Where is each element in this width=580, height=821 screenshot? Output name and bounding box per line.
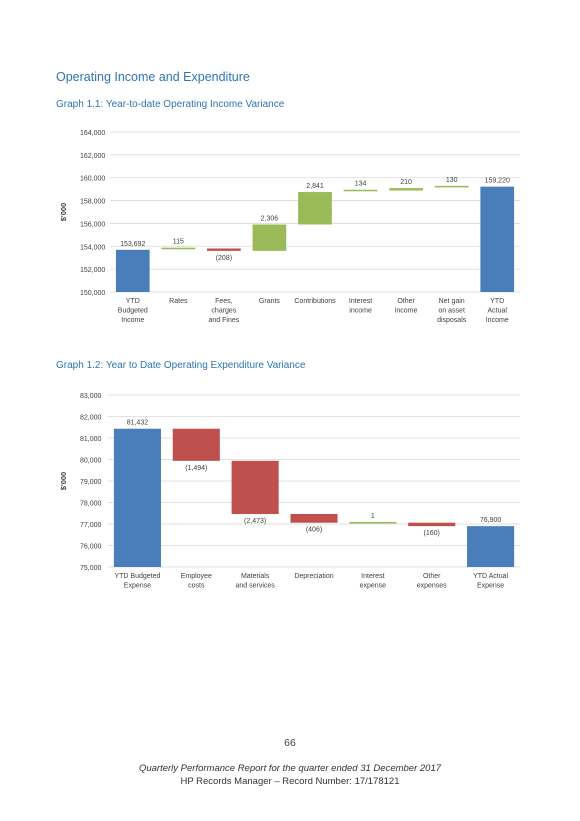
y-tick-label: 81,000 xyxy=(80,436,102,443)
x-tick-label: disposals xyxy=(437,317,467,324)
x-tick-label: Other xyxy=(397,298,415,305)
x-tick-label: Net gain xyxy=(439,298,465,305)
data-label: 115 xyxy=(173,239,184,246)
x-tick-label: Expense xyxy=(477,583,504,590)
y-tick-label: 162,000 xyxy=(80,153,105,160)
y-tick-label: 83,000 xyxy=(80,393,102,400)
x-tick-label: expenses xyxy=(417,583,447,590)
data-label: 2,841 xyxy=(306,183,324,190)
x-tick-label: YTD Budgeted xyxy=(114,573,160,580)
y-tick-label: 160,000 xyxy=(80,176,105,183)
x-tick-label: costs xyxy=(188,583,205,590)
x-tick-label: Materials xyxy=(241,573,270,580)
data-label: 76,900 xyxy=(480,517,502,524)
y-tick-label: 150,000 xyxy=(80,290,105,297)
waterfall-bar xyxy=(467,526,515,567)
x-tick-label: Grants xyxy=(259,298,281,305)
section-title: Operating Income and Expenditure xyxy=(56,70,250,84)
y-tick-label: 164,000 xyxy=(80,130,105,137)
data-label: 81,432 xyxy=(127,420,149,427)
waterfall-bar xyxy=(115,249,150,292)
y-tick-label: 78,000 xyxy=(80,501,102,508)
y-axis-label: $'000 xyxy=(59,203,68,221)
data-label: 210 xyxy=(400,179,412,186)
y-tick-label: 154,000 xyxy=(80,244,105,251)
data-label: 2,306 xyxy=(261,216,279,223)
waterfall-bar xyxy=(408,522,456,527)
waterfall-bar xyxy=(113,428,161,567)
footer-report-title: Quarterly Performance Report for the qua… xyxy=(138,763,442,774)
x-tick-label: YTD xyxy=(126,298,140,305)
y-tick-label: 79,000 xyxy=(80,479,102,486)
x-tick-label: Interest xyxy=(361,573,384,580)
waterfall-bar xyxy=(231,460,279,515)
waterfall-bar xyxy=(343,189,378,192)
x-tick-label: Interest xyxy=(349,298,372,305)
waterfall-bar xyxy=(207,248,241,251)
x-tick-label: Depreciation xyxy=(294,573,333,580)
x-tick-label: YTD xyxy=(490,298,504,305)
x-tick-label: YTD Actual xyxy=(473,573,508,580)
data-label: 130 xyxy=(446,177,458,184)
x-tick-label: and services xyxy=(235,583,275,590)
y-tick-label: 80,000 xyxy=(80,458,102,465)
x-tick-label: Contributions xyxy=(294,298,336,305)
waterfall-bar xyxy=(349,521,397,524)
y-tick-label: 158,000 xyxy=(80,199,105,206)
x-tick-label: and Fines xyxy=(209,317,240,324)
waterfall-bar xyxy=(480,186,515,292)
y-tick-label: 77,000 xyxy=(80,522,102,529)
x-tick-label: Employee xyxy=(181,573,212,580)
x-tick-label: Fees, xyxy=(215,298,233,305)
y-tick-label: 76,000 xyxy=(80,544,102,551)
x-tick-label: on asset xyxy=(438,308,465,315)
waterfall-bar xyxy=(290,514,338,523)
graph-2-title: Graph 1.2: Year to Date Operating Expend… xyxy=(56,360,306,371)
x-tick-label: Income xyxy=(486,317,509,324)
graph-1-title: Graph 1.1: Year-to-date Operating Income… xyxy=(56,99,285,110)
data-label: 153,692 xyxy=(120,241,145,248)
data-label: (1,494) xyxy=(185,465,207,472)
x-tick-label: expense xyxy=(360,583,387,590)
x-tick-label: Rates xyxy=(169,298,188,305)
y-tick-label: 156,000 xyxy=(80,221,105,228)
waterfall-bar xyxy=(252,224,287,251)
data-label: (208) xyxy=(216,255,232,262)
y-tick-label: 82,000 xyxy=(80,415,102,422)
x-tick-label: Budgeted xyxy=(118,308,148,315)
income-variance-chart: 150,000 152,000 154,000 156,000 158,000 160,0… xyxy=(59,130,520,324)
x-tick-label: Other xyxy=(423,573,441,580)
x-tick-label: income xyxy=(395,308,418,315)
x-tick-label: Expense xyxy=(124,583,151,590)
expenditure-variance-chart: 75,000 76,000 77,000 78,000 79,000 80,000 81,0… xyxy=(59,393,520,590)
y-tick-label: 152,000 xyxy=(80,267,105,274)
waterfall-bar xyxy=(389,188,423,191)
footer-record-number: HP Records Manager – Record Number: 17/1… xyxy=(180,776,400,787)
waterfall-bar xyxy=(172,428,220,461)
x-tick-label: charges xyxy=(211,308,236,315)
data-label: (160) xyxy=(424,530,440,537)
waterfall-bar xyxy=(161,247,196,250)
data-label: 134 xyxy=(355,181,367,188)
x-tick-label: Income xyxy=(121,317,144,324)
data-label: 1 xyxy=(371,513,375,520)
y-tick-label: 75,000 xyxy=(80,565,102,572)
waterfall-bar xyxy=(298,192,332,225)
x-tick-label: Actual xyxy=(487,308,507,315)
x-tick-label: income xyxy=(349,308,372,315)
page-number: 66 xyxy=(284,737,296,749)
data-label: (406) xyxy=(306,527,322,534)
data-label: (2,473) xyxy=(244,518,266,525)
waterfall-bar xyxy=(434,185,469,188)
data-label: 159,220 xyxy=(485,178,510,185)
y-axis-label: $'000 xyxy=(59,472,68,490)
